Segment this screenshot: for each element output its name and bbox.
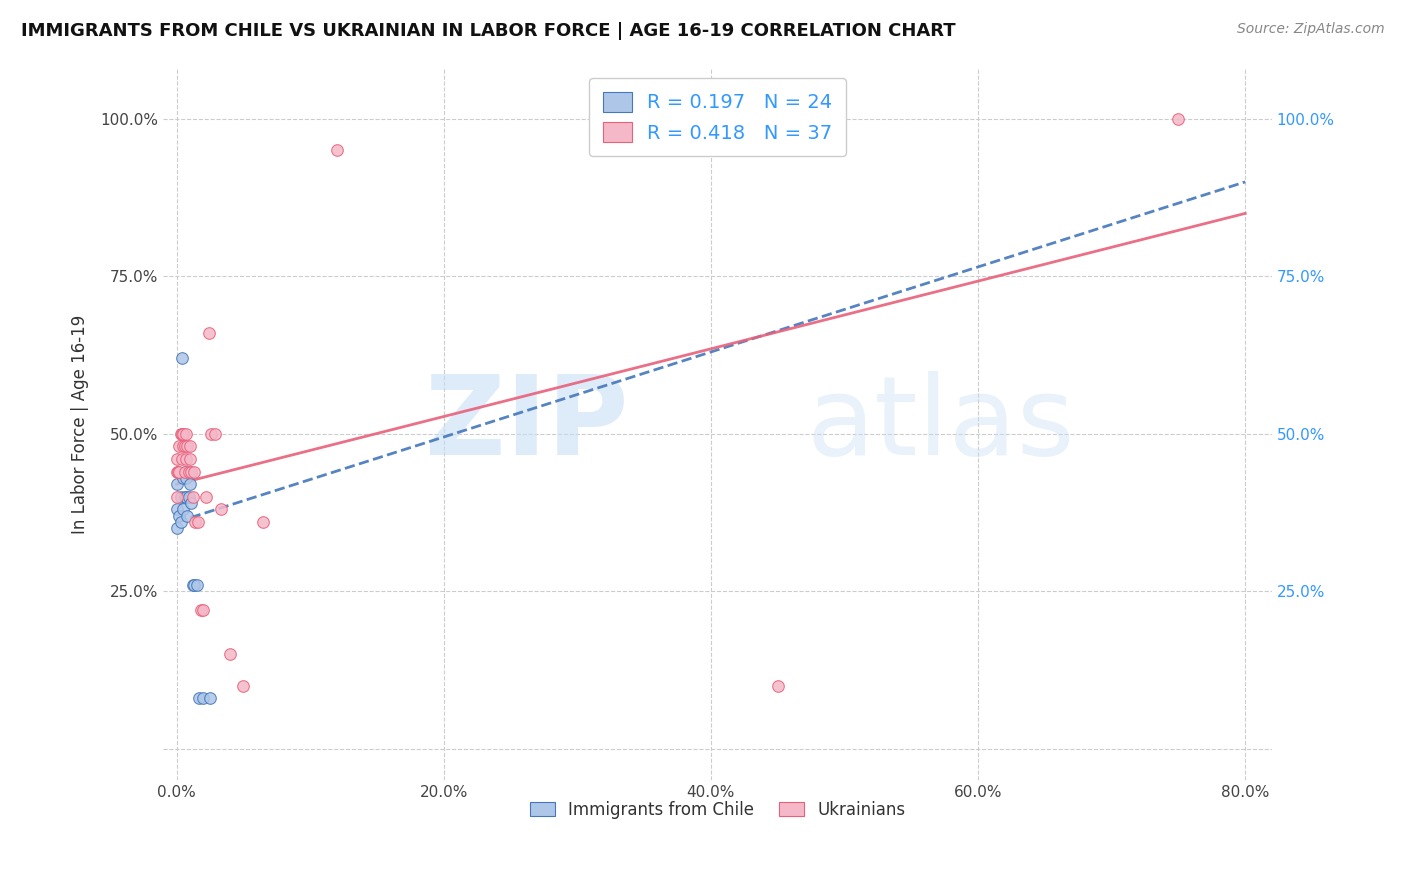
- Point: [326, 144, 349, 158]
- Point: [174, 490, 197, 504]
- Point: [183, 578, 205, 592]
- Legend: Immigrants from Chile, Ukrainians: Immigrants from Chile, Ukrainians: [523, 794, 912, 825]
- Point: [174, 471, 197, 485]
- Text: ZIP: ZIP: [426, 371, 628, 478]
- Point: [173, 465, 195, 479]
- Point: [166, 521, 188, 535]
- Point: [169, 426, 191, 441]
- Point: [190, 603, 212, 617]
- Point: [179, 452, 201, 467]
- Point: [197, 326, 219, 340]
- Text: atlas: atlas: [806, 371, 1074, 478]
- Point: [188, 691, 211, 706]
- Point: [1167, 112, 1189, 126]
- Point: [166, 490, 188, 504]
- Point: [193, 603, 215, 617]
- Point: [169, 515, 191, 529]
- Point: [166, 502, 188, 516]
- Text: IMMIGRANTS FROM CHILE VS UKRAINIAN IN LABOR FORCE | AGE 16-19 CORRELATION CHART: IMMIGRANTS FROM CHILE VS UKRAINIAN IN LA…: [21, 22, 956, 40]
- Point: [169, 490, 191, 504]
- Point: [766, 679, 789, 693]
- Point: [187, 515, 209, 529]
- Point: [219, 648, 242, 662]
- Point: [174, 452, 197, 467]
- Point: [167, 465, 190, 479]
- Point: [179, 465, 201, 479]
- Point: [170, 351, 193, 366]
- Point: [167, 440, 190, 454]
- Point: [172, 440, 194, 454]
- Point: [179, 477, 201, 491]
- Point: [204, 426, 226, 441]
- Point: [172, 426, 194, 441]
- Text: Source: ZipAtlas.com: Source: ZipAtlas.com: [1237, 22, 1385, 37]
- Point: [176, 508, 198, 523]
- Point: [170, 452, 193, 467]
- Point: [180, 496, 202, 510]
- Point: [173, 440, 195, 454]
- Point: [200, 426, 222, 441]
- Point: [193, 691, 215, 706]
- Point: [194, 490, 217, 504]
- Point: [174, 426, 197, 441]
- Point: [172, 471, 194, 485]
- Point: [173, 465, 195, 479]
- Point: [172, 502, 194, 516]
- Point: [170, 426, 193, 441]
- Y-axis label: In Labor Force | Age 16-19: In Labor Force | Age 16-19: [72, 315, 89, 534]
- Point: [179, 440, 201, 454]
- Point: [198, 691, 221, 706]
- Point: [176, 440, 198, 454]
- Point: [167, 465, 190, 479]
- Point: [183, 465, 205, 479]
- Point: [166, 477, 188, 491]
- Point: [177, 490, 200, 504]
- Point: [166, 452, 188, 467]
- Point: [186, 578, 208, 592]
- Point: [252, 515, 274, 529]
- Point: [166, 465, 188, 479]
- Point: [173, 490, 195, 504]
- Point: [181, 578, 204, 592]
- Point: [209, 502, 232, 516]
- Point: [167, 508, 190, 523]
- Point: [181, 490, 204, 504]
- Point: [177, 465, 200, 479]
- Point: [184, 515, 207, 529]
- Point: [232, 679, 254, 693]
- Point: [180, 465, 202, 479]
